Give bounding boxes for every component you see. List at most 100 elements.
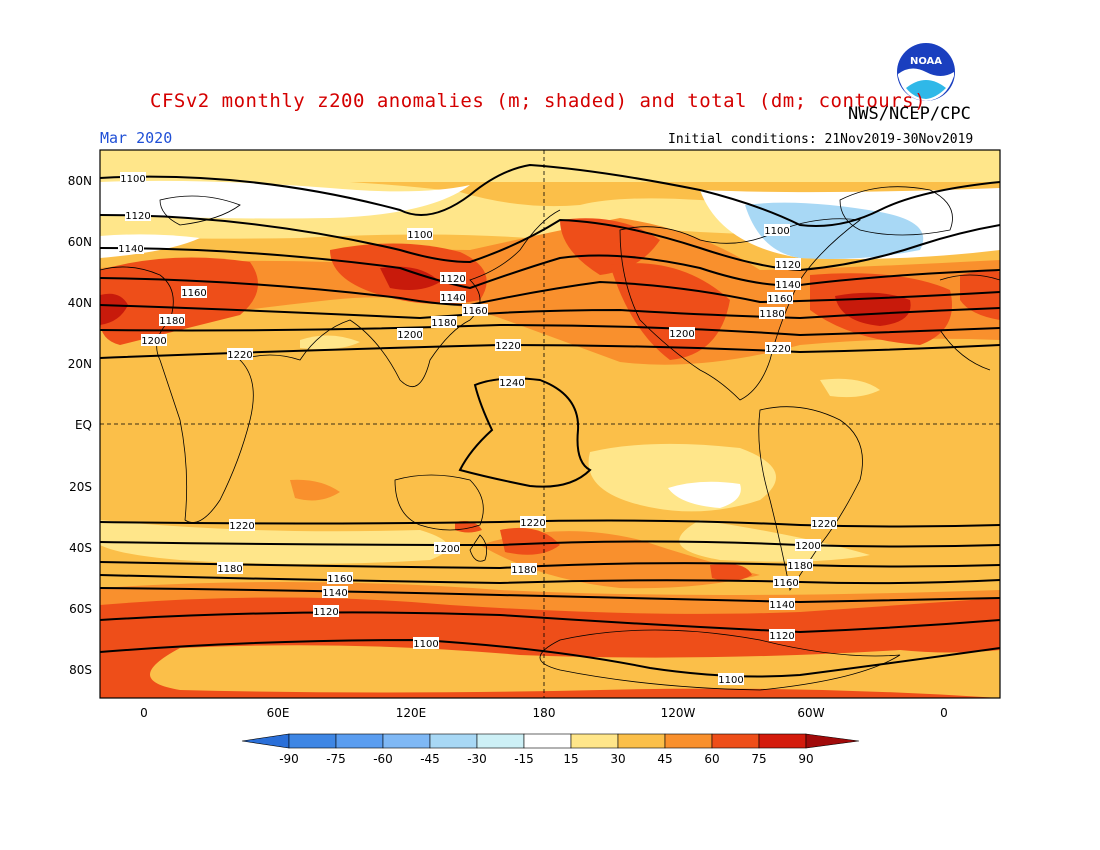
contour-label-bg bbox=[431, 316, 457, 328]
contour-label-north: 1140 bbox=[118, 244, 143, 255]
contour-label-north: 1160 bbox=[462, 306, 487, 317]
contour-1200-north bbox=[100, 323, 1000, 337]
lon-label-0-east: 0 bbox=[940, 706, 948, 720]
contour-1100-south bbox=[100, 638, 1000, 678]
contour-label-north: 1220 bbox=[495, 341, 520, 352]
contour-1140-north bbox=[100, 247, 1000, 290]
contour-label-bg bbox=[440, 272, 466, 284]
contour-label-south: 1120 bbox=[769, 631, 794, 642]
contour-label-north: 1100 bbox=[120, 174, 145, 185]
contour-1100-north bbox=[100, 163, 1000, 227]
contour-label-south: 1220 bbox=[811, 519, 836, 530]
contour-label-bg bbox=[159, 314, 185, 326]
height-contours bbox=[100, 163, 1000, 678]
contour-labels: 1100 1120 1140 1160 1180 1200 1220 1100 1120 1140… bbox=[118, 172, 837, 686]
contour-label-bg bbox=[181, 286, 207, 298]
contour-1120-north bbox=[100, 214, 1000, 272]
contour-label-bg bbox=[327, 572, 353, 584]
contour-label-south: 1220 bbox=[520, 518, 545, 529]
contour-label-north: 1100 bbox=[407, 230, 432, 241]
contour-label-bg bbox=[120, 172, 146, 184]
contour-label-bg bbox=[767, 292, 793, 304]
contour-label-bg bbox=[397, 328, 423, 340]
contour-label-bg bbox=[787, 559, 813, 571]
contour-1160-south bbox=[100, 574, 1000, 585]
colorbar-swatch bbox=[711, 733, 760, 749]
contour-label-north: 1240 bbox=[499, 378, 524, 389]
contour-label-north: 1120 bbox=[125, 211, 150, 222]
contour-label-bg bbox=[795, 539, 821, 551]
contour-label-north: 1220 bbox=[765, 344, 790, 355]
lat-label-60s: 60S bbox=[69, 602, 92, 616]
contour-label-bg bbox=[217, 562, 243, 574]
contour-label-bg bbox=[769, 629, 795, 641]
lon-label-120w: 120W bbox=[660, 706, 696, 720]
contour-label-north: 1120 bbox=[775, 260, 800, 271]
lon-label-120e: 120E bbox=[395, 706, 427, 720]
lon-label-60e: 60E bbox=[266, 706, 290, 720]
contour-1160-north bbox=[100, 277, 1000, 307]
contour-1200-south bbox=[100, 540, 1000, 548]
contour-label-south: 1160 bbox=[773, 578, 798, 589]
contour-label-north: 1220 bbox=[227, 350, 252, 361]
anomaly-30-45-southern bbox=[150, 645, 1000, 698]
contour-1120-south bbox=[100, 611, 1000, 634]
contour-label-north: 1180 bbox=[431, 318, 456, 329]
contour-label-north: 1200 bbox=[669, 329, 694, 340]
colorbar-tick: 30 bbox=[610, 752, 626, 766]
colorbar-swatch bbox=[758, 733, 807, 749]
contour-label-north: 1180 bbox=[159, 316, 184, 327]
agency-label: NWS/NCEP/CPC bbox=[848, 104, 971, 124]
colorbar-tick: 15 bbox=[563, 752, 579, 766]
colorbar-tick: -90 bbox=[279, 752, 299, 766]
lon-label-60w: 60W bbox=[797, 706, 825, 720]
lon-label-0-west: 0 bbox=[140, 706, 148, 720]
colorbar-tick: 45 bbox=[657, 752, 673, 766]
lat-label-40s: 40S bbox=[69, 541, 92, 555]
colorbar-tick: -30 bbox=[467, 752, 487, 766]
contour-label-south: 1100 bbox=[718, 675, 743, 686]
colorbar-arrow-low bbox=[241, 733, 290, 749]
contour-label-bg bbox=[764, 224, 790, 236]
colorbar-swatch bbox=[523, 733, 572, 749]
contour-label-bg bbox=[669, 327, 695, 339]
lon-label-180: 180 bbox=[532, 706, 556, 720]
contour-label-north: 1160 bbox=[767, 294, 792, 305]
colorbar-tick: -15 bbox=[514, 752, 534, 766]
lat-label-40n: 40N bbox=[67, 296, 92, 310]
colorbar-tick: -45 bbox=[420, 752, 440, 766]
anomaly-75-90-regions bbox=[100, 266, 911, 326]
chart-title: CFSv2 monthly z200 anomalies (m; shaded)… bbox=[150, 90, 927, 112]
initial-conditions: Initial conditions: 21Nov2019-30Nov2019 bbox=[668, 132, 974, 147]
contour-label-bg bbox=[434, 542, 460, 554]
contour-label-bg bbox=[718, 673, 744, 685]
colorbar bbox=[241, 733, 860, 749]
lat-label-60n: 60N bbox=[67, 235, 92, 249]
contour-label-south: 1220 bbox=[229, 521, 254, 532]
contour-1240 bbox=[458, 377, 592, 488]
colorbar-swatch bbox=[664, 733, 713, 749]
contour-label-bg bbox=[125, 209, 151, 221]
contour-label-south: 1100 bbox=[413, 639, 438, 650]
contour-label-bg bbox=[499, 376, 525, 388]
contour-1180-south bbox=[100, 561, 1000, 570]
colorbar-swatch bbox=[382, 733, 431, 749]
contour-label-bg bbox=[511, 563, 537, 575]
contour-label-bg bbox=[765, 342, 791, 354]
colorbar-swatch bbox=[476, 733, 525, 749]
contour-label-bg bbox=[759, 307, 785, 319]
contour-label-south: 1180 bbox=[787, 561, 812, 572]
colorbar-tick: -60 bbox=[373, 752, 393, 766]
contour-1220-south bbox=[100, 519, 1000, 528]
colorbar-swatch bbox=[570, 733, 619, 749]
colorbar-swatch bbox=[335, 733, 384, 749]
contour-label-bg bbox=[775, 258, 801, 270]
noaa-logo: NOAA bbox=[896, 42, 956, 102]
contour-label-bg bbox=[229, 519, 255, 531]
contour-label-north: 1140 bbox=[440, 293, 465, 304]
lat-label-20s: 20S bbox=[69, 480, 92, 494]
colorbar-arrow-high bbox=[805, 733, 860, 749]
contour-label-bg bbox=[440, 291, 466, 303]
contour-label-south: 1140 bbox=[322, 588, 347, 599]
